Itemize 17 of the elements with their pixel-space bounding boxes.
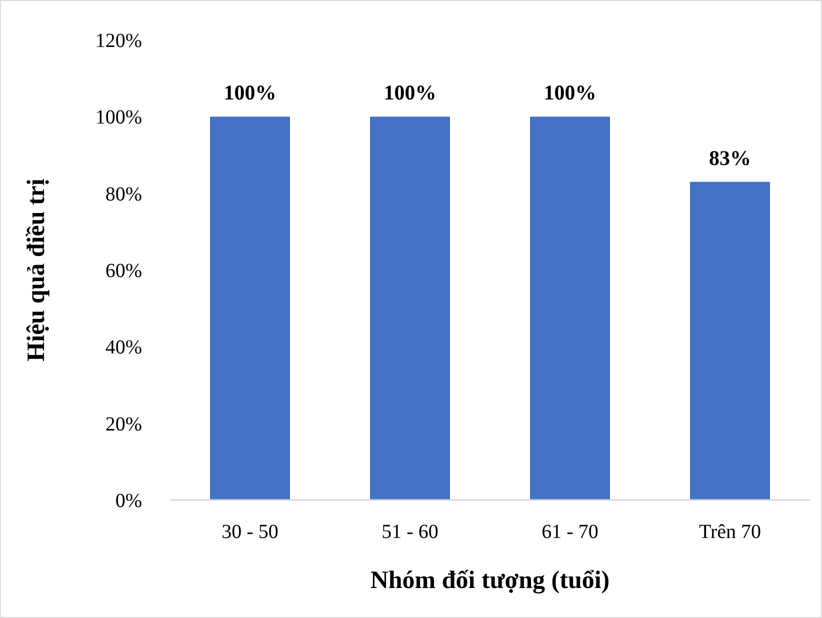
y-tick-label: 0% [115,490,142,512]
y-axis-title: Hiệu quả điều trị [23,178,50,362]
y-tick-label: 20% [105,413,142,436]
x-tick-label: 61 - 70 [542,521,598,543]
x-tick-label: Trên 70 [698,521,762,543]
y-tick-label: 100% [95,106,142,129]
x-axis-title: Nhóm đối tượng (tuổi) [370,567,610,594]
y-tick-label: 40% [105,336,142,359]
y-tick-label: 80% [105,183,142,206]
y-tick-label: 120% [95,30,142,52]
data-label: 100% [224,80,276,105]
data-label: 100% [384,80,436,105]
data-label: 83% [709,146,751,170]
data-label: 100% [544,80,596,105]
x-tick-label: 30 - 50 [222,521,278,543]
y-tick-label: 60% [105,260,142,282]
x-tick-label: 51 - 60 [382,521,438,543]
